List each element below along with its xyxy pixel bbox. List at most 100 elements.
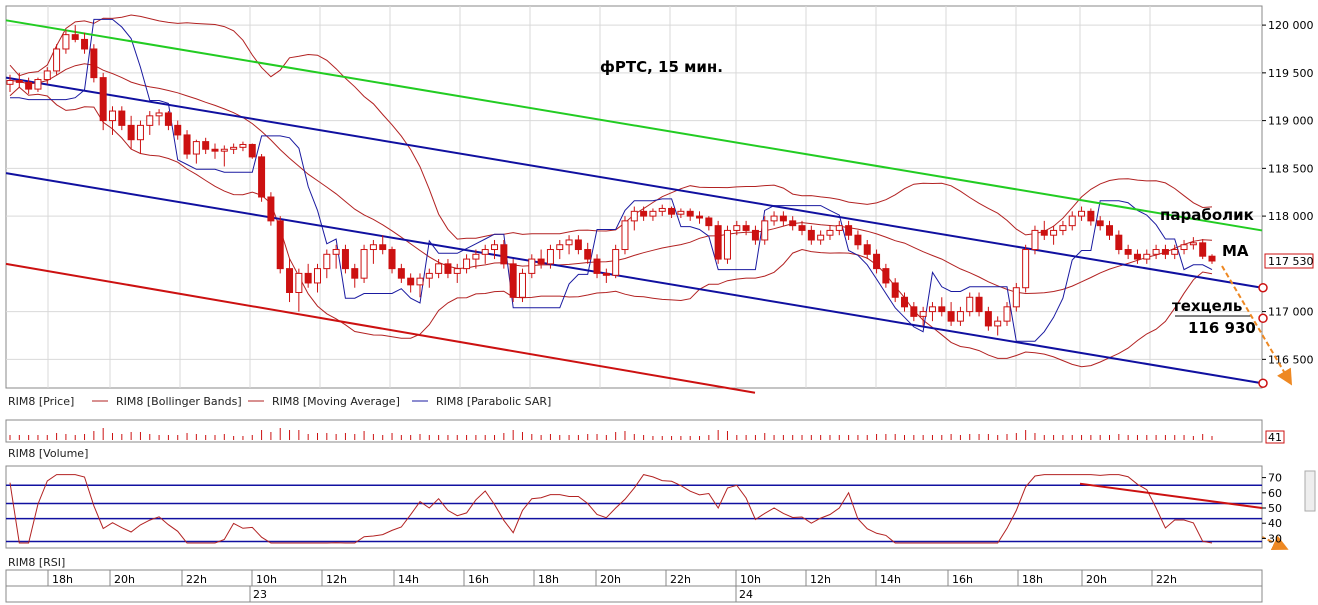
trendline-resistance-green: [5, 19, 1263, 232]
time-tick-label: 16h: [952, 573, 973, 586]
candle-body: [994, 320, 1002, 327]
candle-body: [25, 81, 33, 90]
candle-body: [649, 210, 657, 217]
candle-body: [34, 79, 42, 90]
volume-bars: [9, 428, 1213, 440]
candle-body: [174, 124, 182, 136]
price-tick-label: 118 000: [1268, 210, 1314, 223]
candle-body: [509, 263, 517, 298]
moving-average: [9, 63, 1213, 295]
candle-body: [500, 244, 508, 265]
candle-body: [267, 196, 275, 222]
candle-body: [947, 311, 955, 322]
bollinger-lower: [9, 86, 1213, 368]
candle-body: [928, 306, 936, 313]
price-tick-label: 117 000: [1268, 306, 1314, 319]
candle-body: [118, 110, 126, 126]
candle-body: [723, 229, 731, 260]
candle-body: [984, 311, 992, 327]
annotation-target-label: техцель: [1172, 297, 1242, 315]
annotation-target-value: 116 930: [1188, 319, 1256, 337]
time-tick-label: 22h: [670, 573, 691, 586]
candle-body: [1180, 244, 1188, 251]
rsi-line: [9, 474, 1213, 544]
candle-body: [901, 296, 909, 308]
chart-title: фРТС, 15 мин.: [600, 58, 723, 76]
projection-arrow-price: [1221, 265, 1293, 386]
candle-body: [481, 249, 489, 255]
candle-body: [491, 244, 499, 251]
trendline-endpoint: [1258, 282, 1268, 293]
sar-line: [10, 18, 1213, 342]
candle-body: [453, 268, 461, 274]
volume-label: RIM8 [Volume]: [8, 447, 88, 460]
day-label: 23: [253, 588, 267, 601]
rsi-tick-label: 30: [1268, 532, 1282, 545]
candle-body: [313, 268, 321, 284]
candle-body: [276, 220, 284, 270]
candle-body: [43, 70, 51, 81]
candle-body: [99, 77, 107, 122]
candle-body: [239, 143, 247, 148]
candle-body: [15, 79, 23, 83]
candles: [6, 25, 1216, 336]
legend: RIM8 [Price] RIM8 [Bollinger Bands] RIM8…: [8, 395, 551, 408]
legend-sar: RIM8 [Parabolic SAR]: [436, 395, 551, 408]
candle-body: [658, 207, 666, 212]
candle-body: [1022, 249, 1030, 289]
candle-body: [323, 253, 331, 270]
price-tick-label: 119 500: [1268, 67, 1314, 80]
price-tick-label: 119 000: [1268, 115, 1314, 128]
candle-body: [845, 225, 853, 236]
time-axis: 18h 20h 22h 10h 12h 14h 16h 18h 20h 22h 10h 12h 14h 1…: [6, 570, 1262, 602]
time-tick-label: 12h: [810, 573, 831, 586]
candle-body: [938, 306, 946, 313]
candle-body: [528, 258, 536, 274]
rsi-axis: 70 60 50 40 30: [1262, 472, 1282, 545]
candle-body: [742, 225, 750, 231]
candle-body: [966, 296, 974, 313]
time-tick-label: 22h: [186, 573, 207, 586]
candle-body: [108, 110, 116, 122]
candle-body: [472, 253, 480, 260]
rsi-tick-label: 40: [1268, 517, 1282, 530]
time-tick-label: 18h: [52, 573, 73, 586]
time-tick-label: 20h: [600, 573, 621, 586]
trendline-support-red: [5, 262, 756, 394]
time-tick-label: 20h: [114, 573, 135, 586]
candle-body: [1031, 229, 1039, 251]
time-tick-label: 16h: [468, 573, 489, 586]
candle-body: [574, 239, 582, 251]
candle-body: [155, 112, 163, 117]
rsi-tick-label: 50: [1268, 502, 1282, 515]
candle-body: [360, 249, 368, 279]
candle-body: [677, 210, 685, 215]
rsi-scrollbar[interactable]: [1304, 470, 1316, 512]
candle-body: [1124, 249, 1132, 255]
candle-body: [341, 249, 349, 270]
day-label: 24: [739, 588, 753, 601]
candle-body: [388, 249, 396, 270]
candle-body: [882, 268, 890, 284]
candle-body: [127, 124, 135, 141]
time-tick-label: 18h: [538, 573, 559, 586]
candle-body: [1152, 249, 1160, 255]
candle-body: [593, 258, 601, 274]
annotation-parabolic: параболик: [1160, 206, 1254, 224]
candle-body: [686, 210, 694, 217]
trendlines: [5, 19, 1268, 394]
volume-badge: 41: [1268, 431, 1282, 444]
candle-body: [696, 215, 704, 219]
candle-body: [1133, 253, 1141, 260]
candle-body: [817, 234, 825, 241]
candle-body: [1143, 253, 1151, 260]
time-tick-label: 20h: [1086, 573, 1107, 586]
volume-panel: [5, 419, 1263, 443]
rsi-tick-label: 70: [1268, 472, 1282, 485]
candle-body: [863, 244, 871, 255]
candle-body: [1078, 210, 1086, 217]
candle-body: [1096, 220, 1104, 227]
candle-body: [202, 141, 210, 150]
bollinger-bands: [9, 14, 1213, 368]
candle-body: [6, 79, 14, 85]
